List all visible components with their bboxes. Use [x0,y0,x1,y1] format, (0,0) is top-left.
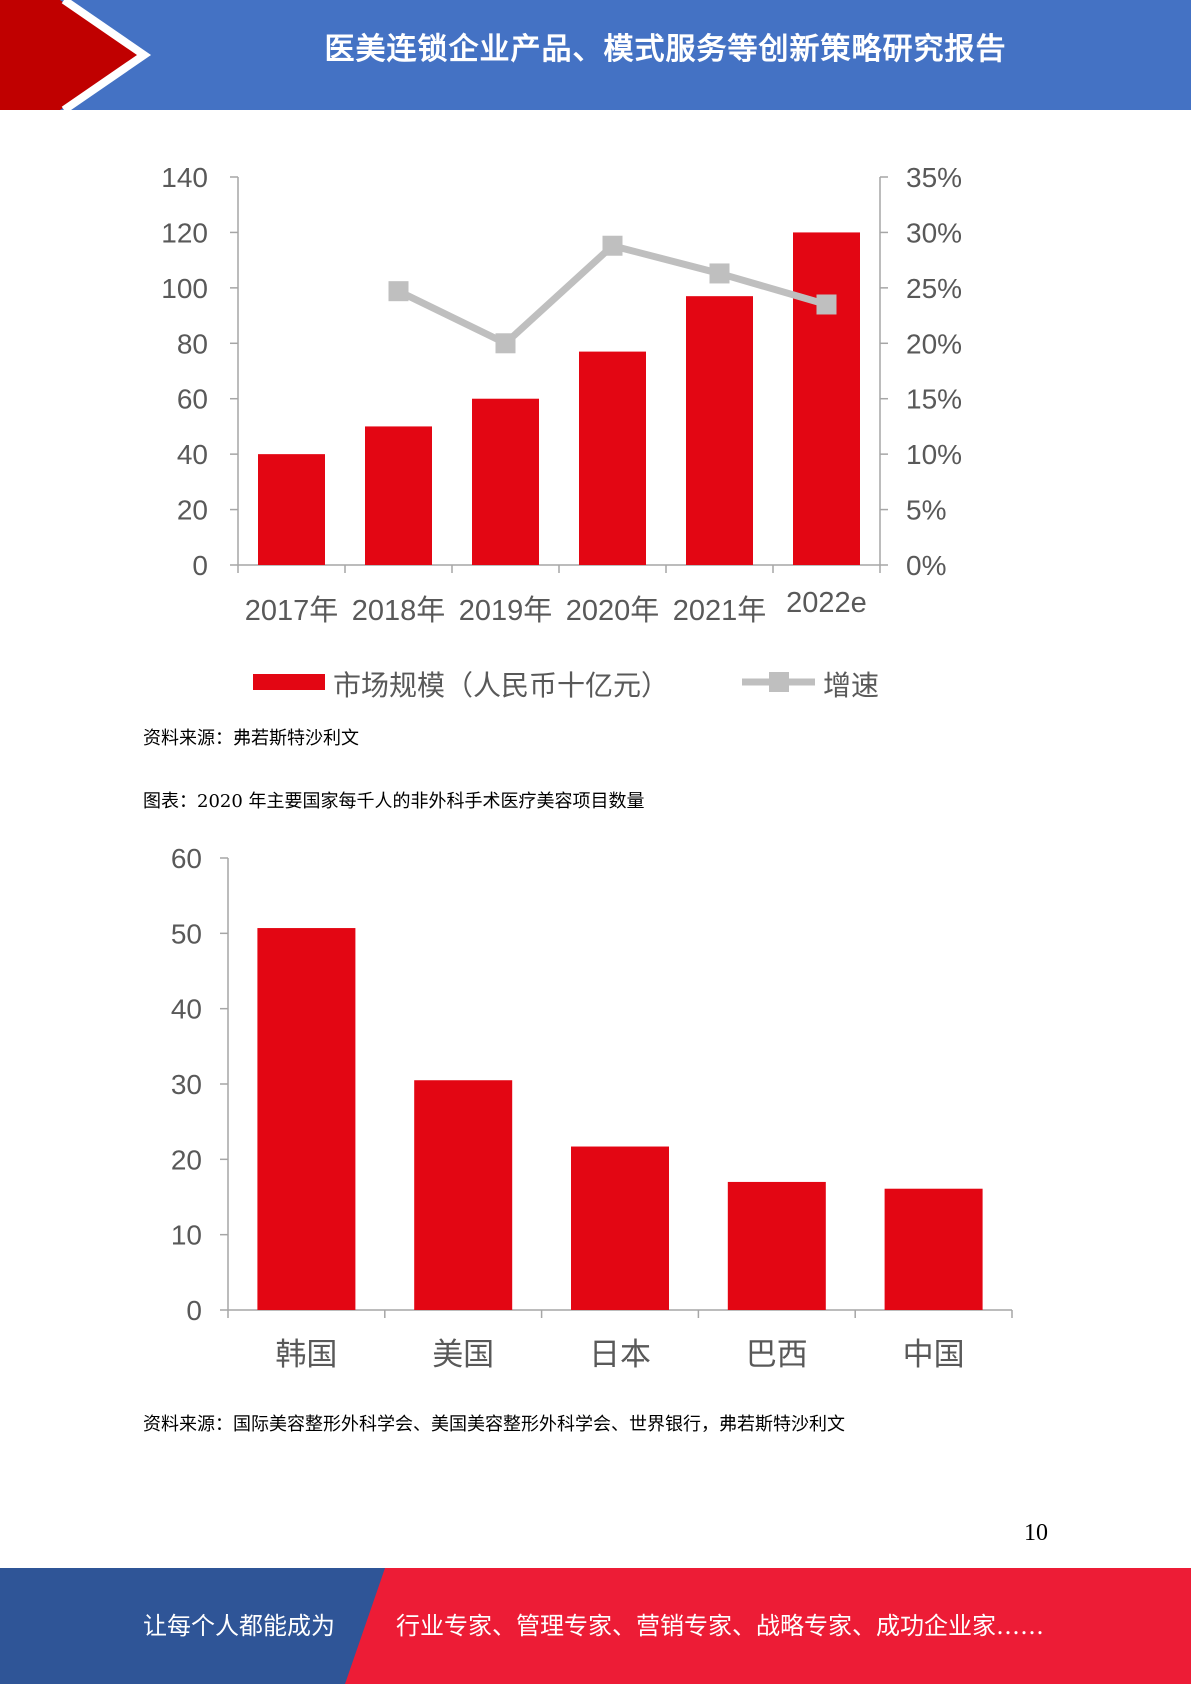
chart1-bar [258,454,325,565]
market-size-chart: 0 20 40 60 80 100 120 140 0% 5% 10% 15% 20% 25% 30% 35%… [161,162,962,701]
chart1-x-tick-label: 2020年 [566,594,660,627]
chart1-right-tick-label: 25% [906,273,962,304]
chart1-right-tick-label: 30% [906,217,962,248]
chart1-source: 资料来源：弗若斯特沙利文 [143,728,359,749]
chart2-y-tick-label: 60 [171,843,202,874]
chart2-x-tick-label: 美国 [432,1337,494,1372]
chart1-growth-marker [495,333,516,354]
chart1-growth-marker [816,294,837,315]
chart1-bar [365,426,432,565]
chart1-left-tick-label: 60 [177,384,208,415]
chart1-left-tick-label: 0 [192,550,208,581]
chart1-bar [472,398,539,565]
chart2-bar [884,1188,983,1310]
chart1-right-tick-label: 15% [906,384,962,415]
chart2-y-tick-label: 50 [171,918,202,949]
chart2-bar [571,1146,669,1310]
footer-slogan-right: 行业专家、管理专家、营销专家、战略专家、成功企业家…… [396,1612,1044,1640]
chart1-left-tick-label: 80 [177,328,208,359]
chart2-x-tick-label: 韩国 [275,1337,337,1372]
chart1-growth-line [396,242,828,347]
chart2-title: 图表：2020 年主要国家每千人的非外科手术医疗美容项目数量 [143,791,645,812]
chart2-y-tick-label: 40 [171,994,202,1025]
chart1-x-tick-label: 2019年 [459,594,553,627]
chart1-right-tick-label: 20% [906,328,962,359]
chart2-y-tick-label: 20 [171,1144,202,1175]
chart1-growth-marker [388,281,409,302]
footer-slogan-left: 让每个人都能成为 [143,1612,335,1640]
chart1-bar [579,351,646,565]
chart1-x-tick-label: 2018年 [352,594,446,627]
page-header: 医美连锁企业产品、模式服务等创新策略研究报告 [0,0,1191,110]
chart1-x-tick-label: 2021年 [673,594,767,627]
chart1-right-tick-label: 5% [906,495,946,526]
chart2-x-tick-label: 中国 [903,1337,965,1372]
chart1-legend-label-growth: 增速 [823,670,879,701]
chart1-right-tick-label: 35% [906,162,962,193]
chart1-right-tick-label: 0% [906,550,946,581]
header-arrow-decoration [0,0,152,110]
page-number: 10 [1024,1520,1048,1546]
chart1-left-tick-label: 140 [161,162,208,193]
chart1-legend-swatch-market [253,674,325,690]
country-procedures-chart: 0 10 20 30 40 50 60 韩国 美国 日本 巴西 中国 [171,843,1013,1372]
chart1-left-tick-label: 100 [161,273,208,304]
chart1-right-tick-label: 10% [906,439,962,470]
report-title: 医美连锁企业产品、模式服务等创新策略研究报告 [324,32,1007,67]
chart1-left-tick-label: 120 [161,217,208,248]
chart2-source: 资料来源：国际美容整形外科学会、美国美容整形外科学会、世界银行，弗若斯特沙利文 [143,1414,845,1435]
chart1-bar [793,232,860,565]
chart1-x-tick-label: 2022e [786,587,867,619]
chart2-bar [727,1181,826,1310]
chart2-bar [414,1080,513,1310]
page-footer: 让每个人都能成为 行业专家、管理专家、营销专家、战略专家、成功企业家…… [0,1568,1191,1684]
chart2-y-tick-label: 30 [171,1069,202,1100]
chart1-bar [686,296,753,565]
chart2-x-tick-label: 巴西 [746,1337,808,1372]
chart2-y-tick-label: 0 [186,1295,202,1326]
chart1-left-tick-label: 40 [177,439,208,470]
chart1-legend-marker-growth [769,672,789,692]
chart2-y-tick-label: 10 [171,1220,202,1251]
chart1-left-tick-label: 20 [177,495,208,526]
chart1-x-tick-label: 2017年 [245,594,339,627]
chart1-growth-marker [602,235,623,256]
chart2-x-tick-label: 日本 [589,1337,651,1372]
chart2-bar [257,928,356,1310]
chart1-legend-label-market: 市场规模（人民币十亿元） [333,670,669,701]
chart1-growth-marker [709,263,730,284]
footer-blue-panel [0,1568,385,1684]
